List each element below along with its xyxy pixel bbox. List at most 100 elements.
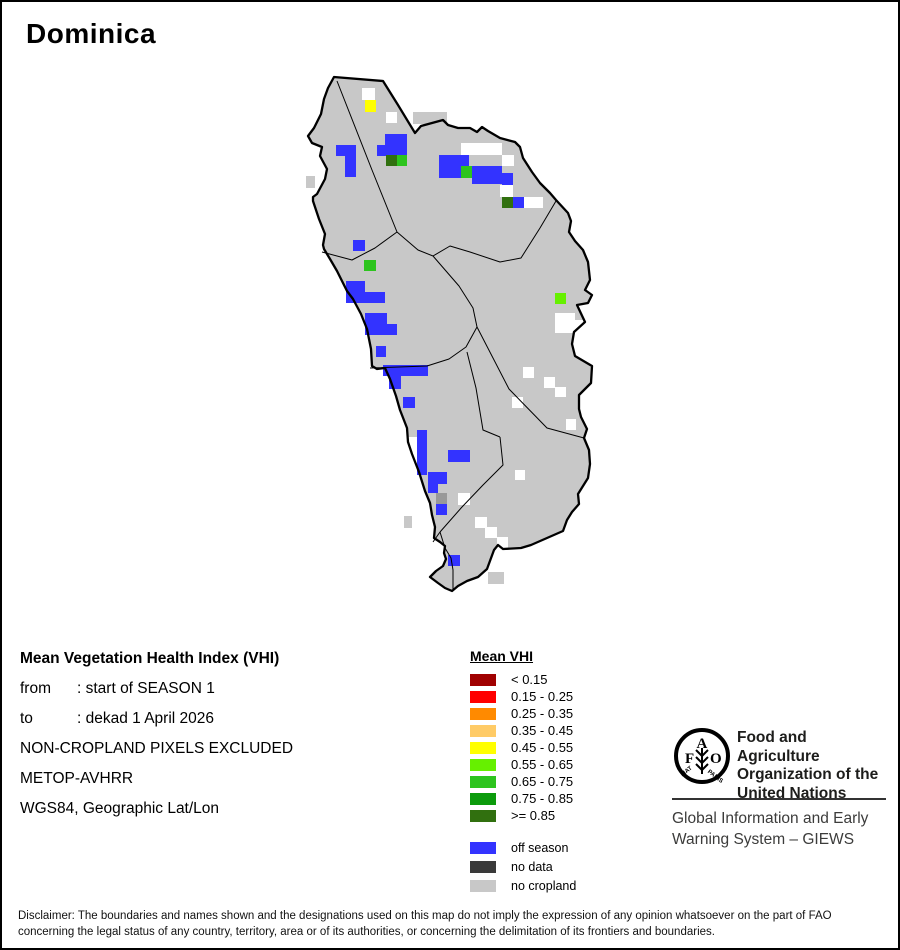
vhi-raster-cell — [513, 197, 524, 208]
disclaimer-text: Disclaimer: The boundaries and names sho… — [18, 910, 832, 938]
dominica-coastline — [306, 75, 594, 593]
nprefix => nprefix-label: 0.75 - 0.85 — [511, 791, 574, 806]
info-from-label: from — [20, 680, 51, 697]
info-to-label: to — [20, 710, 33, 727]
nprefix => nprefix-label: 0.45 - 0.55 — [511, 740, 574, 755]
vhi-raster-cell — [386, 155, 397, 166]
nprefix => nprefix-row: 0.25 - 0.35 — [470, 705, 576, 722]
map-info-block: Mean Vegetation Health Index (VHI) from:… — [20, 650, 293, 830]
vhi-raster-cell — [353, 240, 365, 251]
nprefix => nprefix-swatch — [470, 707, 496, 720]
nprefix => nprefix-label: 0.25 - 0.35 — [511, 706, 574, 721]
info-line-cropland: NON-CROPLAND PIXELS EXCLUDED — [20, 740, 294, 757]
info-to-row: to : dekad 1 April 2026 — [20, 710, 293, 728]
nprefix => nprefix-row: 0.35 - 0.45 — [470, 722, 576, 739]
giews-line1: Global Information and Early — [672, 810, 869, 827]
vhi-raster-cell — [544, 377, 555, 388]
vhi-raster-cell — [448, 555, 460, 566]
fao-logo-circle — [674, 728, 730, 784]
vhi-raster-cell — [475, 517, 487, 528]
admin-boundary — [432, 200, 557, 263]
fao-letter-o: O — [710, 751, 722, 767]
vhi-raster-cell — [385, 134, 407, 145]
vhi-raster-cell — [515, 470, 525, 480]
nprefix => nprefix-swatch — [470, 792, 496, 805]
page-title: Dominica — [26, 18, 157, 49]
admin-boundary — [432, 531, 441, 543]
nprefix => nprefix-row: no data — [470, 857, 576, 876]
nprefix => nprefix-row: 0.65 - 0.75 — [470, 773, 576, 790]
fao-letter-a: A — [697, 736, 708, 752]
nprefix => nprefix-row: 0.75 - 0.85 — [470, 790, 576, 807]
vhi-raster-cell — [376, 346, 386, 357]
nprefix => nprefix-swatch — [470, 741, 496, 754]
nprefix => nprefix-label: >= 0.85 — [511, 808, 556, 823]
fao-org-line1: Food and Agriculture — [737, 729, 820, 765]
vhi-raster-cell — [512, 397, 523, 408]
no-cropland-cell — [306, 176, 315, 188]
nprefix => nprefix-row: no cropland — [470, 876, 576, 895]
nprefix => nprefix-label: no cropland — [511, 878, 577, 893]
vhi-raster-cell — [458, 493, 470, 505]
vhi-raster-cell — [377, 145, 407, 156]
admin-boundary — [466, 351, 501, 438]
vhi-raster-cell — [448, 450, 470, 462]
wheat-ear-icon — [695, 748, 709, 774]
nprefix => nprefix-label: no data — [511, 859, 553, 874]
info-line-projection: WGS84, Geographic Lat/Lon — [20, 800, 220, 817]
admin-boundary — [439, 436, 504, 533]
vhi-raster-cell — [365, 313, 387, 324]
vhi-raster-cell — [362, 88, 375, 100]
nprefix => nprefix-swatch — [470, 690, 496, 703]
vhi-raster-cell — [439, 166, 461, 178]
admin-boundary — [396, 231, 434, 257]
fao-letter-f: F — [685, 751, 694, 767]
nprefix => nprefix-swatch — [470, 841, 496, 854]
vhi-raster-cell — [364, 260, 376, 271]
admin-boundary — [369, 255, 478, 369]
nprefix => nprefix-row: < 0.15 — [470, 671, 576, 688]
nprefix => nprefix-swatch — [470, 673, 496, 686]
vhi-raster-cell — [365, 100, 376, 112]
vhi-raster-cell — [417, 430, 427, 475]
vhi-raster-cell — [365, 324, 397, 335]
vhi-raster-cell — [383, 365, 428, 376]
nprefix => nprefix-label: 0.15 - 0.25 — [511, 689, 574, 704]
fao-org-name: Food and Agriculture Organization of the… — [737, 729, 888, 803]
vhi-raster-cell — [566, 419, 576, 430]
nprefix => nprefix-swatch — [470, 775, 496, 788]
vhi-raster-cell — [428, 484, 438, 493]
admin-boundary — [336, 80, 398, 233]
legend-class-list: < 0.15 0.15 - 0.25 0.25 - 0.35 0.35 - 0.45 0… — [470, 671, 576, 824]
vhi-raster-cell — [397, 155, 407, 166]
vhi-legend: Mean VHI < 0.15 0.15 - 0.25 0.25 - 0.35 0.3… — [470, 648, 576, 895]
legend-extra-list: off season no data no cropland — [470, 838, 576, 895]
footer-divider — [672, 798, 886, 800]
vhi-raster-cell — [500, 185, 513, 197]
nprefix => nprefix-row: 0.15 - 0.25 — [470, 688, 576, 705]
nprefix => nprefix-row: >= 0.85 — [470, 807, 576, 824]
vhi-raster-cell — [439, 155, 469, 166]
vhi-raster-cell — [403, 397, 415, 408]
vhi-raster-cell — [461, 143, 502, 155]
nprefix => nprefix-swatch — [470, 860, 496, 873]
vhi-raster-cell — [555, 293, 566, 304]
nprefix => nprefix-label: 0.55 - 0.65 — [511, 757, 574, 772]
vhi-raster-cell — [428, 472, 447, 484]
vhi-raster-cell — [555, 313, 575, 333]
no-cropland-cell — [404, 516, 412, 528]
info-heading: Mean Vegetation Health Index (VHI) — [20, 650, 280, 667]
nprefix => nprefix-label: 0.65 - 0.75 — [511, 774, 574, 789]
vhi-raster-cell — [346, 281, 365, 292]
vhi-raster-cell — [386, 112, 397, 123]
info-to-value: : dekad 1 April 2026 — [77, 710, 215, 727]
nprefix => nprefix-swatch — [470, 879, 496, 892]
giews-name: Global Information and Early Warning Sys… — [672, 808, 868, 850]
nprefix => nprefix-swatch — [470, 758, 496, 771]
vhi-raster-cell — [497, 537, 508, 548]
vhi-raster-cell — [502, 197, 513, 208]
info-line-sensor: METOP-AVHRR — [20, 770, 134, 787]
legend-title: Mean VHI — [470, 648, 534, 664]
admin-boundary — [439, 531, 454, 589]
